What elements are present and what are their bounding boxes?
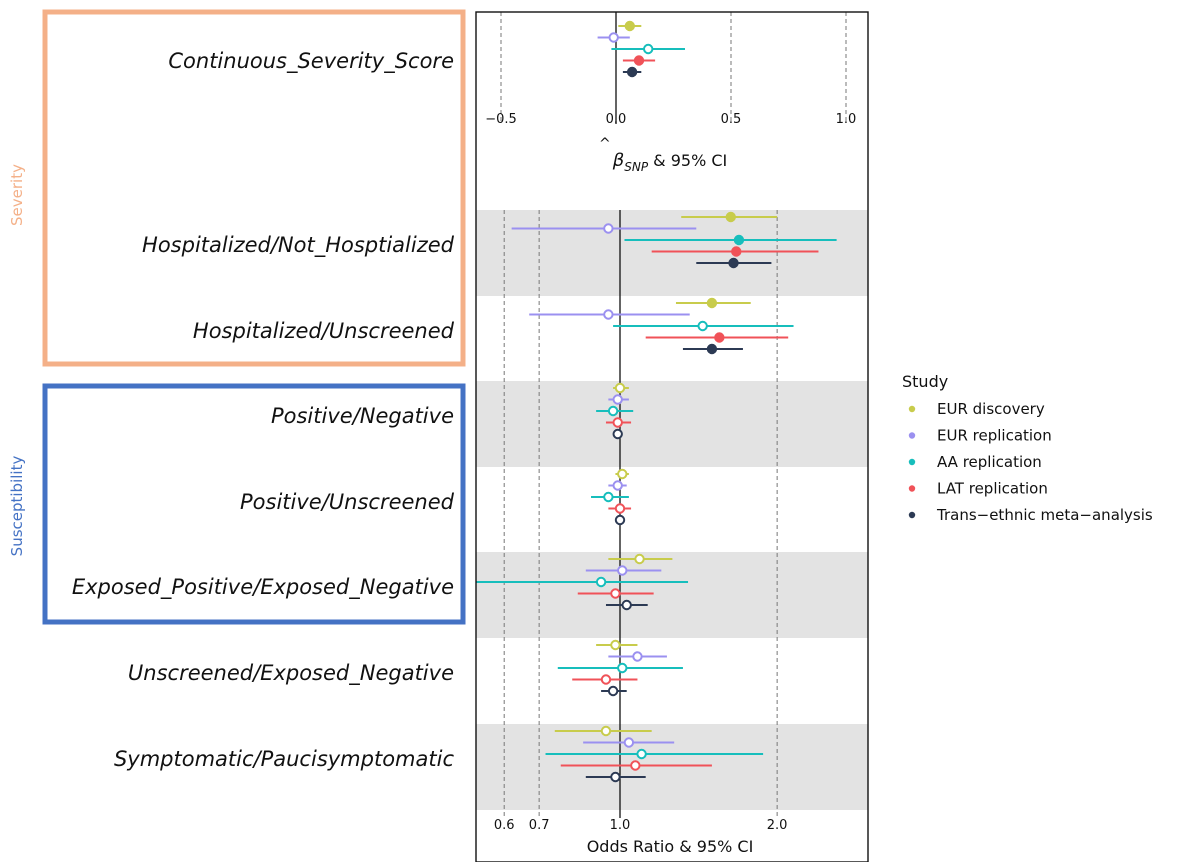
susceptibility-group-label: Susceptibility — [8, 456, 26, 557]
severity-group-box — [42, 9, 466, 367]
point-eur-replication — [623, 737, 635, 748]
point-eur-replication — [617, 565, 628, 576]
point-trans-ethnic-meta-analysis — [626, 66, 638, 78]
point-lat-replication — [633, 55, 645, 66]
row-label: Continuous_Severity_Score — [168, 49, 454, 74]
severity-group-label: Severity — [8, 164, 26, 226]
point-aa-replication — [733, 234, 745, 246]
legend-label: EUR replication — [937, 427, 1052, 445]
beta-axis-title: βSNP & 95% CI — [612, 150, 728, 174]
susceptibility-group-box — [42, 383, 466, 625]
row-band — [476, 724, 868, 810]
point-aa-replication — [595, 576, 607, 588]
or-tick-label: 2.0 — [767, 818, 788, 833]
plot-panel-border — [475, 11, 869, 862]
point-lat-replication — [630, 760, 641, 771]
point-eur-discovery — [600, 725, 612, 737]
point-eur-discovery — [624, 20, 635, 32]
legend-key-eur-replication — [908, 432, 916, 439]
row-labels: Continuous_Severity_Score Hospitalized/No… — [72, 49, 455, 771]
row-band — [476, 552, 868, 638]
point-aa-replication — [607, 405, 619, 417]
row-label: Positive/Unscreened — [240, 490, 455, 514]
point-trans-ethnic-meta-analysis — [607, 685, 619, 697]
point-aa-replication — [643, 43, 654, 55]
point-eur-discovery — [725, 211, 736, 223]
row-label: Positive/Negative — [271, 404, 454, 428]
point-lat-replication — [614, 503, 626, 514]
point-aa-replication — [617, 662, 628, 674]
point-aa-replication — [697, 320, 708, 332]
point-eur-replication — [603, 223, 614, 234]
beta-axis-title-suffix: & 95% CI — [648, 151, 727, 170]
point-lat-replication — [612, 417, 623, 428]
legend-key-lat-replication — [908, 485, 916, 492]
point-eur-discovery — [617, 468, 628, 480]
legend-key-eur-discovery — [908, 405, 916, 413]
legend-label: Trans−ethnic meta−analysis — [936, 506, 1153, 524]
point-aa-replication — [636, 748, 647, 760]
point-trans-ethnic-meta-analysis — [614, 514, 626, 526]
or-tick-label: 0.7 — [529, 818, 550, 833]
point-lat-replication — [731, 246, 742, 257]
row-label: Hospitalized/Unscreened — [193, 319, 455, 343]
point-eur-replication — [603, 309, 614, 320]
point-trans-ethnic-meta-analysis — [728, 257, 739, 269]
row-label: Symptomatic/Paucisymptomatic — [114, 747, 454, 771]
point-eur-replication — [612, 394, 623, 405]
or-tick-label: 1.0 — [610, 818, 631, 833]
point-trans-ethnic-meta-analysis — [706, 343, 718, 355]
forest-plot-marks — [476, 20, 837, 783]
legend-key-aa-replication — [908, 458, 916, 466]
legend-key-trans-ethnic-meta-analysis — [908, 511, 916, 519]
beta-tick-label: −0.5 — [485, 112, 517, 127]
point-eur-replication — [612, 480, 623, 491]
point-lat-replication — [610, 588, 621, 599]
point-eur-replication — [608, 32, 619, 43]
beta-axis-title-sub: SNP — [624, 160, 649, 174]
beta-axis-title-main: β — [612, 150, 625, 171]
row-label: Exposed_Positive/Exposed_Negative — [72, 575, 454, 600]
point-lat-replication — [714, 332, 725, 343]
point-trans-ethnic-meta-analysis — [610, 771, 621, 783]
gridlines — [500, 12, 847, 818]
point-eur-discovery — [634, 553, 645, 565]
legend: Study EUR discovery EUR replication AA rep… — [902, 372, 1153, 524]
odds-ratio-axis-title: Odds Ratio & 95% CI — [587, 837, 754, 856]
row-label: Unscreened/Exposed_Negative — [128, 661, 454, 686]
row-band — [476, 381, 868, 467]
row-background-bands — [476, 210, 868, 810]
row-band — [476, 210, 868, 296]
point-eur-discovery — [614, 382, 626, 394]
legend-title: Study — [902, 372, 948, 391]
point-aa-replication — [603, 491, 614, 503]
beta-axis: −0.5 0.0 0.5 1.0 — [485, 112, 856, 127]
point-lat-replication — [600, 674, 612, 685]
point-eur-replication — [632, 651, 643, 662]
odds-ratio-axis: 0.6 0.7 1.0 2.0 — [494, 818, 788, 833]
legend-label: LAT replication — [937, 480, 1048, 498]
point-trans-ethnic-meta-analysis — [621, 599, 632, 611]
beta-tick-label: 1.0 — [836, 112, 857, 127]
row-label: Hospitalized/Not_Hosptialized — [142, 233, 455, 258]
or-tick-label: 0.6 — [494, 818, 515, 833]
legend-label: AA replication — [937, 453, 1042, 471]
point-eur-discovery — [610, 639, 621, 651]
point-eur-discovery — [706, 297, 718, 309]
beta-tick-label: 0.5 — [721, 112, 742, 127]
legend-label: EUR discovery — [937, 400, 1045, 418]
beta-tick-label: 0.0 — [606, 112, 627, 127]
point-trans-ethnic-meta-analysis — [612, 428, 623, 440]
beta-hat-mark: ^ — [599, 136, 611, 152]
